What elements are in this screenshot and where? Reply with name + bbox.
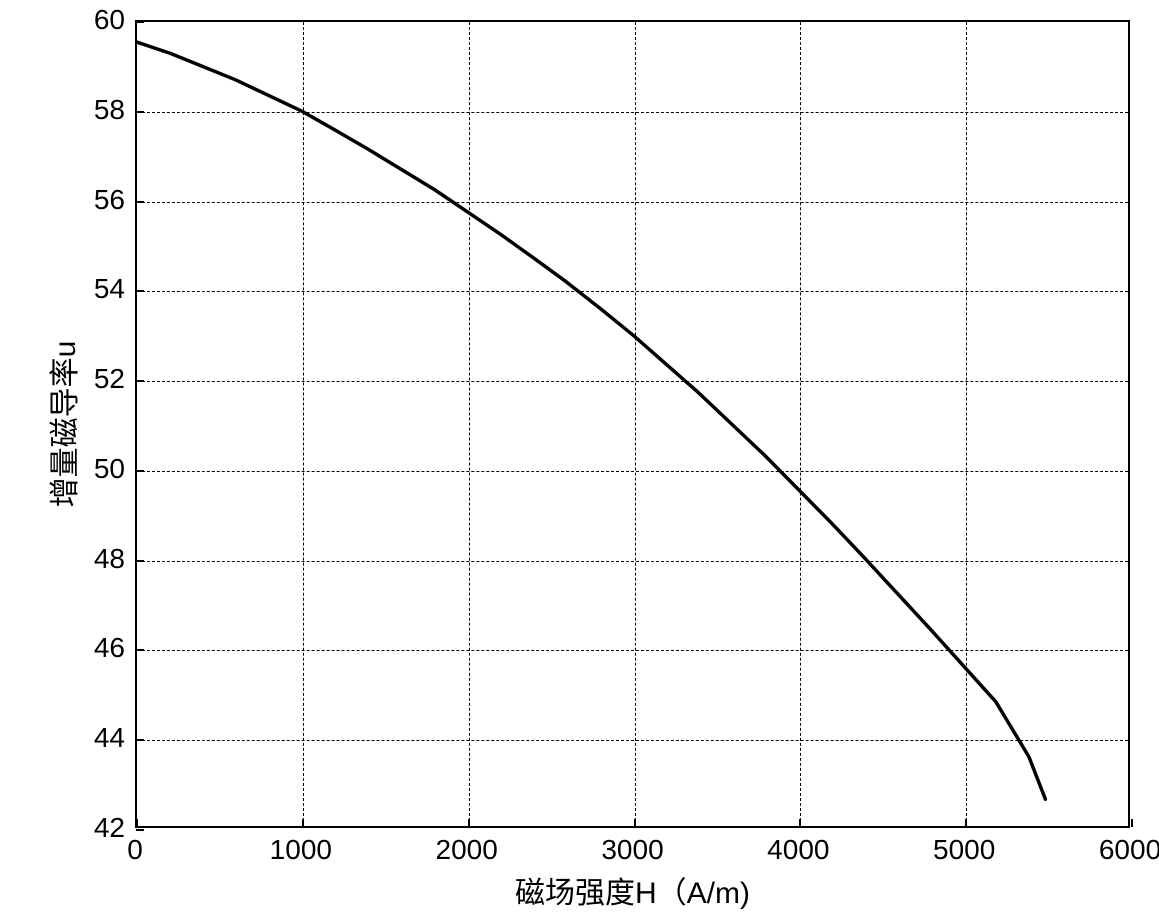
tick-mark-y [136,290,144,292]
tick-mark-x [136,819,138,827]
tick-mark-y [136,111,144,113]
x-tick-label: 1000 [270,834,332,866]
x-tick-label: 0 [127,834,143,866]
grid-line-vertical [469,22,470,826]
data-line-svg [137,22,1128,826]
tick-mark-y [136,829,144,831]
y-tick-label: 60 [85,4,125,36]
y-axis-label: 增量磁导率u [40,341,84,508]
grid-line-horizontal [137,561,1128,562]
chart-container: 增量磁导率u 磁场强度H（A/m) 4244464850525456586001… [0,0,1159,903]
x-tick-label: 6000 [1099,834,1159,866]
x-tick-label: 2000 [436,834,498,866]
x-tick-label: 3000 [601,834,663,866]
grid-line-horizontal [137,740,1128,741]
grid-line-horizontal [137,381,1128,382]
y-tick-label: 56 [85,184,125,216]
grid-line-vertical [966,22,967,826]
grid-line-horizontal [137,650,1128,651]
grid-line-horizontal [137,202,1128,203]
grid-line-horizontal [137,112,1128,113]
tick-mark-x [965,819,967,827]
tick-mark-y [136,21,144,23]
tick-mark-y [136,380,144,382]
plot-area [135,20,1130,828]
tick-mark-y [136,470,144,472]
grid-line-horizontal [137,291,1128,292]
tick-mark-x [634,819,636,827]
y-tick-label: 48 [85,543,125,575]
tick-mark-x [799,819,801,827]
tick-mark-y [136,649,144,651]
tick-mark-y [136,201,144,203]
x-axis-label: 磁场强度H（A/m) [515,868,750,912]
grid-line-vertical [635,22,636,826]
tick-mark-x [1131,819,1133,827]
x-tick-label: 5000 [933,834,995,866]
y-tick-label: 50 [85,453,125,485]
data-curve [137,42,1045,799]
tick-mark-y [136,739,144,741]
x-tick-label: 4000 [767,834,829,866]
y-tick-label: 58 [85,94,125,126]
y-tick-label: 44 [85,722,125,754]
tick-mark-y [136,560,144,562]
y-tick-label: 52 [85,363,125,395]
tick-mark-x [468,819,470,827]
y-tick-label: 46 [85,632,125,664]
grid-line-horizontal [137,471,1128,472]
tick-mark-x [302,819,304,827]
y-tick-label: 42 [85,812,125,844]
grid-line-vertical [303,22,304,826]
grid-line-vertical [800,22,801,826]
y-tick-label: 54 [85,273,125,305]
